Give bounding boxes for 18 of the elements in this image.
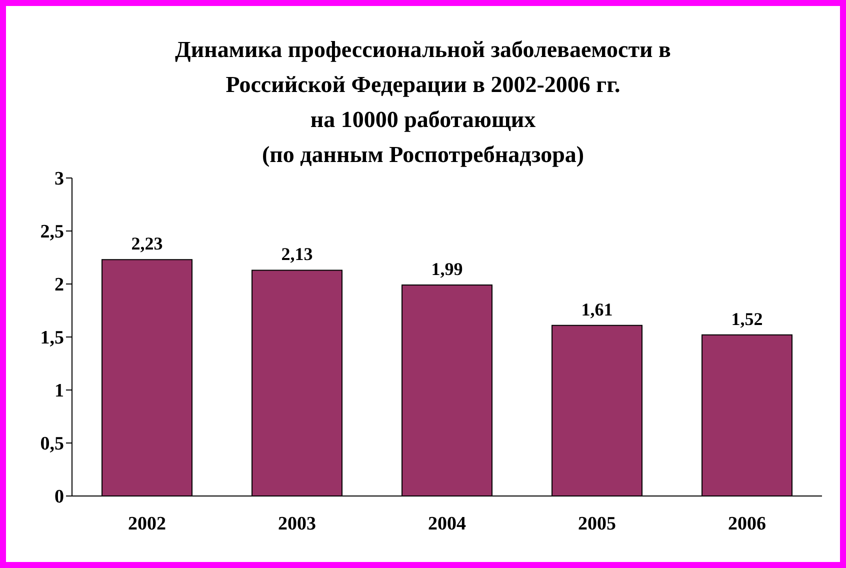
data-label: 2,23 (131, 234, 163, 254)
y-tick-label: 2 (54, 274, 64, 296)
data-label: 1,99 (431, 259, 463, 280)
data-label: 2,13 (281, 244, 313, 264)
y-tick-label: 1,5 (40, 328, 64, 349)
y-tick-label: 1 (54, 380, 64, 402)
x-tick-label: 2005 (578, 513, 616, 534)
chart-title: Динамика профессиональной заболеваемости в Российской Федерации в 2002-2006 гг. на 10000 работающих (по данным Роспотребнадзора) (175, 37, 671, 167)
data-label: 1,52 (731, 308, 763, 329)
x-tick-label: 2002 (128, 513, 166, 534)
x-tick-label: 2004 (428, 513, 466, 534)
x-tick-label: 2003 (278, 513, 316, 534)
y-tick-label: 2,5 (40, 222, 64, 243)
y-tick-label: 0,5 (40, 434, 64, 455)
y-tick-label: 0 (54, 486, 64, 508)
y-tick-label: 3 (54, 168, 64, 190)
x-tick-label: 2006 (728, 513, 766, 534)
data-label: 1,61 (581, 299, 613, 320)
